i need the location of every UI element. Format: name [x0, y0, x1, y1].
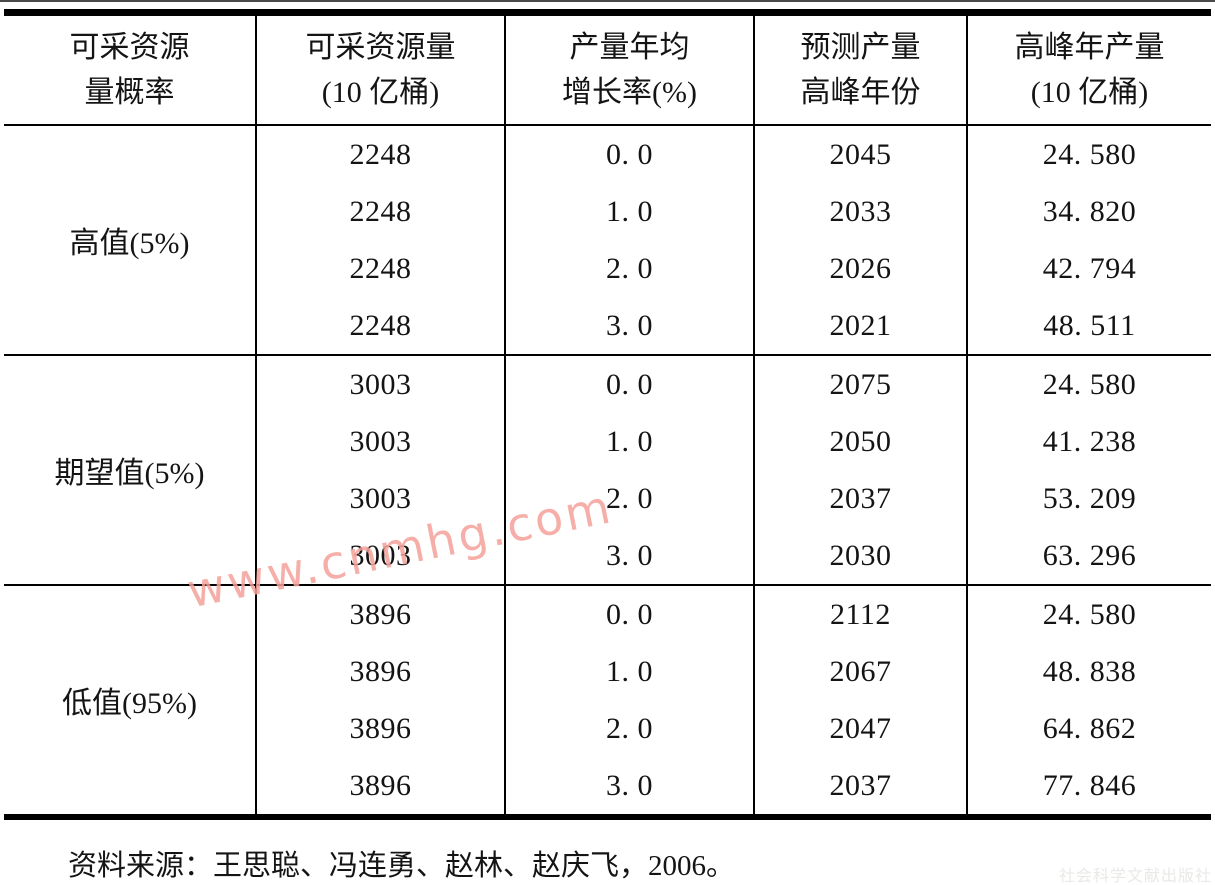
header-row: 可采资源 量概率 可采资源量 (10 亿桶) 产量年均 增长率(%) 预测产量 …	[4, 12, 1211, 126]
cell-resource: 3896	[255, 757, 505, 817]
cell-resource: 3896	[255, 585, 505, 643]
cell-peak-year: 2026	[753, 240, 967, 297]
header-text: 高峰年份	[800, 76, 921, 109]
cell-peak-year: 2045	[753, 125, 967, 183]
cell-peak-output: 48. 511	[966, 297, 1211, 355]
header-cell-growth-rate: 产量年均 增长率(%)	[504, 12, 754, 125]
cell-peak-year: 2075	[753, 355, 967, 413]
cell-peak-output: 41. 238	[966, 413, 1211, 470]
table-row: 2248 2. 0 2026 42. 794	[4, 240, 1211, 297]
header-text: (10 亿桶)	[1030, 76, 1149, 109]
cell-peak-year: 2112	[753, 585, 967, 643]
header-text: 可采资源量	[305, 31, 456, 64]
cell-growth-rate: 1. 0	[504, 413, 754, 470]
cell-peak-output: 48. 838	[966, 643, 1211, 700]
oil-production-forecast-table: 可采资源 量概率 可采资源量 (10 亿桶) 产量年均 增长率(%) 预测产量 …	[4, 9, 1211, 820]
header-cell-peak-year: 预测产量 高峰年份	[753, 12, 967, 125]
cell-peak-output: 42. 794	[966, 240, 1211, 297]
cell-peak-output: 64. 862	[966, 700, 1211, 757]
table-row: 2248 3. 0 2021 48. 511	[4, 297, 1211, 355]
cell-peak-year: 2037	[753, 757, 967, 817]
cell-growth-rate: 3. 0	[504, 757, 754, 817]
cell-growth-rate: 0. 0	[504, 355, 754, 413]
cell-growth-rate: 0. 0	[504, 125, 754, 183]
table-row: 高值(5%) 2248 0. 0 2045 24. 580	[4, 125, 1211, 260]
cell-peak-output: 24. 580	[966, 355, 1211, 413]
cell-resource: 2248	[255, 297, 505, 355]
header-text: 量概率	[84, 76, 175, 109]
group-expected-value: 期望值(5%) 3003 0. 0 2075 24. 580 3003 1. 0…	[4, 355, 1211, 585]
table-row: 3003 1. 0 2050 41. 238	[4, 413, 1211, 470]
cell-resource: 2248	[255, 183, 505, 240]
cell-peak-output: 63. 296	[966, 527, 1211, 585]
cell-peak-year: 2021	[753, 297, 967, 355]
cell-peak-output: 34. 820	[966, 183, 1211, 240]
group-label: 低值(95%)	[62, 687, 197, 720]
header-cell-recoverable-resources: 可采资源量 (10 亿桶)	[255, 12, 505, 125]
cell-resource: 3003	[255, 470, 505, 527]
cell-resource: 3003	[255, 527, 505, 585]
header-text: 产量年均	[569, 31, 690, 64]
table-row: 2248 1. 0 2033 34. 820	[4, 183, 1211, 240]
table-row: 低值(95%) 3896 0. 0 2112 24. 580	[4, 585, 1211, 720]
cell-growth-rate: 1. 0	[504, 183, 754, 240]
group-label: 高值(5%)	[69, 227, 190, 260]
table-row: 3003 2. 0 2037 53. 209	[4, 470, 1211, 527]
cell-growth-rate: 2. 0	[504, 240, 754, 297]
header-text: (10 亿桶)	[321, 76, 440, 109]
cell-peak-output: 77. 846	[966, 757, 1211, 817]
table-row: 3896 3. 0 2037 77. 846	[4, 757, 1211, 817]
cell-growth-rate: 1. 0	[504, 643, 754, 700]
cell-growth-rate: 3. 0	[504, 297, 754, 355]
top-hairline	[0, 0, 1215, 2]
group-low-value: 低值(95%) 3896 0. 0 2112 24. 580 3896 1. 0…	[4, 585, 1211, 817]
table-row: 3003 3. 0 2030 63. 296	[4, 527, 1211, 585]
cell-resource: 3003	[255, 413, 505, 470]
cell-growth-rate: 2. 0	[504, 470, 754, 527]
cell-growth-rate: 2. 0	[504, 700, 754, 757]
header-text: 预测产量	[800, 31, 921, 64]
cell-resource: 3896	[255, 643, 505, 700]
header-cell-peak-output: 高峰年产量 (10 亿桶)	[966, 12, 1211, 125]
cell-peak-output: 53. 209	[966, 470, 1211, 527]
cell-resource: 3003	[255, 355, 505, 413]
header-cell-probability: 可采资源 量概率	[4, 13, 256, 126]
table-row: 期望值(5%) 3003 0. 0 2075 24. 580	[4, 355, 1211, 490]
cell-resource: 2248	[255, 125, 505, 183]
cell-resource: 3896	[255, 700, 505, 757]
cell-peak-output: 24. 580	[966, 125, 1211, 183]
header-text: 高峰年产量	[1014, 31, 1165, 64]
cell-peak-year: 2047	[753, 700, 967, 757]
cell-peak-year: 2037	[753, 470, 967, 527]
header-text: 可采资源	[69, 31, 190, 64]
header-text: 增长率(%)	[562, 76, 697, 109]
cell-peak-year: 2050	[753, 413, 967, 470]
source-note: 资料来源：王思聪、冯连勇、赵林、赵庆飞，2006。	[68, 850, 736, 882]
group-label: 期望值(5%)	[54, 457, 205, 490]
cell-peak-output: 24. 580	[966, 585, 1211, 643]
cell-peak-year: 2033	[753, 183, 967, 240]
cell-growth-rate: 3. 0	[504, 527, 754, 585]
group-high-value: 高值(5%) 2248 0. 0 2045 24. 580 2248 1. 0 …	[4, 125, 1211, 355]
cell-peak-year: 2030	[753, 527, 967, 585]
cell-peak-year: 2067	[753, 643, 967, 700]
table-row: 3896 2. 0 2047 64. 862	[4, 700, 1211, 757]
table-row: 3896 1. 0 2067 48. 838	[4, 643, 1211, 700]
cell-resource: 2248	[255, 240, 505, 297]
publisher-watermark: 社会科学文献出版社	[1058, 868, 1212, 885]
cell-growth-rate: 0. 0	[504, 585, 754, 643]
